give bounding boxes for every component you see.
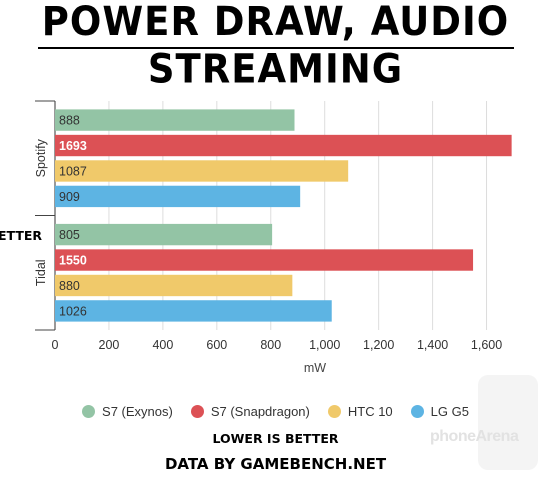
x-tick-label: 1,400 bbox=[417, 338, 448, 352]
legend-swatch bbox=[327, 404, 341, 418]
data-label: 1026 bbox=[59, 304, 87, 318]
bar-chart: 0 200 400 600 800 1,000 1,200 1,400 1,600 Spotify… bbox=[34, 100, 512, 375]
legend-swatch bbox=[82, 404, 96, 418]
legend-item: S7 (Exynos) bbox=[82, 404, 173, 419]
phonearena-logo-watermark bbox=[478, 375, 538, 470]
x-tick-label: 800 bbox=[260, 338, 281, 352]
data-label: 805 bbox=[59, 228, 80, 242]
lower-is-better-note: LOWER IS BETTER bbox=[212, 431, 339, 446]
source-credit: DATA BY GAMEBENCH.NET bbox=[164, 455, 387, 473]
data-label: 1087 bbox=[59, 164, 87, 178]
data-label: 888 bbox=[59, 114, 80, 128]
x-tick-label: 1,200 bbox=[363, 338, 394, 352]
category-label: Spotify bbox=[34, 138, 48, 177]
bar bbox=[55, 300, 332, 322]
bar bbox=[55, 134, 512, 157]
bar bbox=[55, 249, 474, 271]
legend-item: LG G5 bbox=[410, 403, 469, 419]
chart-legend: S7 (Exynos) S7 (Snapdragon) HTC 10 LG G5 bbox=[0, 401, 551, 421]
x-tick-label: 200 bbox=[99, 338, 120, 352]
legend-swatch bbox=[410, 404, 424, 418]
x-tick-label: 0 bbox=[52, 338, 59, 352]
data-label: 880 bbox=[59, 279, 80, 293]
x-axis-label: mW bbox=[304, 361, 326, 375]
category-label: Tidal bbox=[34, 259, 48, 286]
data-label: 1550 bbox=[59, 254, 87, 268]
side-note-fragment: ETTER bbox=[0, 228, 43, 243]
bar bbox=[55, 109, 295, 131]
data-label: 1693 bbox=[59, 139, 87, 153]
bar bbox=[55, 223, 273, 246]
watermark-text: phoneArena bbox=[430, 428, 519, 445]
bar bbox=[55, 185, 301, 208]
title-underline bbox=[38, 47, 514, 49]
legend-label: S7 (Snapdragon) bbox=[210, 403, 310, 419]
legend-item: S7 (Snapdragon) bbox=[190, 403, 310, 419]
x-tick-label: 1,000 bbox=[309, 338, 340, 352]
bar bbox=[55, 274, 293, 297]
legend-swatch bbox=[190, 404, 204, 418]
data-label: 909 bbox=[59, 190, 80, 204]
x-tick-label: 600 bbox=[206, 338, 227, 352]
legend-label: S7 (Exynos) bbox=[102, 403, 173, 419]
x-tick-label: 400 bbox=[152, 338, 173, 352]
legend-item: HTC 10 bbox=[327, 403, 393, 419]
legend-label: HTC 10 bbox=[347, 403, 393, 419]
chart-title: POWER DRAW, AUDIO STREAMING bbox=[41, 0, 510, 93]
x-tick-label: 1,600 bbox=[471, 338, 502, 352]
legend-label: LG G5 bbox=[430, 403, 469, 419]
bar bbox=[55, 160, 349, 182]
